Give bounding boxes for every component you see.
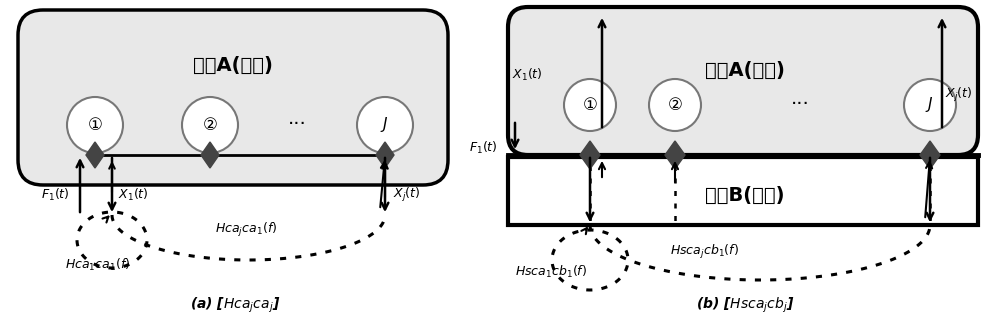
Text: 部件B(底盘): 部件B(底盘)	[705, 186, 785, 204]
Text: $\mathit{Hca_jca_1(f)}$: $\mathit{Hca_jca_1(f)}$	[215, 221, 277, 239]
Text: $\mathit{X_1(t)}$: $\mathit{X_1(t)}$	[118, 187, 149, 203]
FancyBboxPatch shape	[508, 157, 978, 225]
Polygon shape	[665, 141, 685, 169]
Text: ①: ①	[88, 116, 102, 134]
Text: (b) [$\mathit{Hsca_jcb_j}$]: (b) [$\mathit{Hsca_jcb_j}$]	[696, 295, 794, 315]
Text: 部件A(车身): 部件A(车身)	[705, 61, 785, 79]
Polygon shape	[580, 141, 600, 169]
Text: $\mathit{Hsca_jcb_1(f)}$: $\mathit{Hsca_jcb_1(f)}$	[670, 243, 739, 261]
Polygon shape	[376, 142, 394, 168]
Circle shape	[564, 79, 616, 131]
Circle shape	[67, 97, 123, 153]
Polygon shape	[201, 142, 219, 168]
Circle shape	[357, 97, 413, 153]
Text: 部件A(车身): 部件A(车身)	[193, 55, 273, 75]
Text: J: J	[928, 98, 932, 112]
Polygon shape	[920, 141, 940, 169]
Text: ···: ···	[288, 115, 306, 134]
Text: ①: ①	[583, 96, 597, 114]
Text: $\mathit{F_1(t)}$: $\mathit{F_1(t)}$	[41, 187, 70, 203]
Text: $\mathit{X_1(t)}$: $\mathit{X_1(t)}$	[512, 67, 543, 83]
Text: $\mathit{Hsca_1cb_1(f)}$: $\mathit{Hsca_1cb_1(f)}$	[515, 264, 587, 280]
Circle shape	[904, 79, 956, 131]
Text: $\mathit{Hca_1ca_1(f)}$: $\mathit{Hca_1ca_1(f)}$	[65, 257, 130, 273]
Text: ②: ②	[203, 116, 217, 134]
Text: ···: ···	[791, 96, 809, 114]
Circle shape	[649, 79, 701, 131]
Text: $\mathit{X_j(t)}$: $\mathit{X_j(t)}$	[945, 86, 972, 104]
FancyBboxPatch shape	[18, 10, 448, 185]
FancyBboxPatch shape	[508, 7, 978, 155]
Text: $\mathit{X_j(t)}$: $\mathit{X_j(t)}$	[393, 186, 420, 204]
Text: $\mathit{F_1(t)}$: $\mathit{F_1(t)}$	[469, 140, 498, 156]
Circle shape	[182, 97, 238, 153]
Polygon shape	[86, 142, 104, 168]
Text: (a) [$\mathit{Hca_jca_j}$]: (a) [$\mathit{Hca_jca_j}$]	[190, 295, 280, 315]
Text: ②: ②	[668, 96, 682, 114]
Text: J: J	[383, 118, 387, 133]
